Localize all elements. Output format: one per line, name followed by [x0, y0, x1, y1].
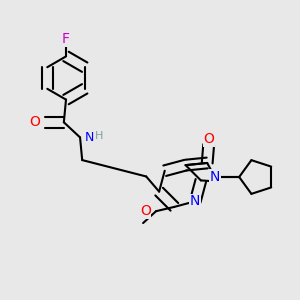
Text: H: H [94, 131, 103, 141]
Text: F: F [62, 32, 70, 46]
Text: O: O [203, 132, 214, 146]
Text: N: N [190, 194, 200, 208]
Text: O: O [140, 204, 151, 218]
Text: O: O [29, 115, 40, 129]
Text: N: N [210, 170, 220, 184]
Text: N: N [85, 131, 94, 144]
